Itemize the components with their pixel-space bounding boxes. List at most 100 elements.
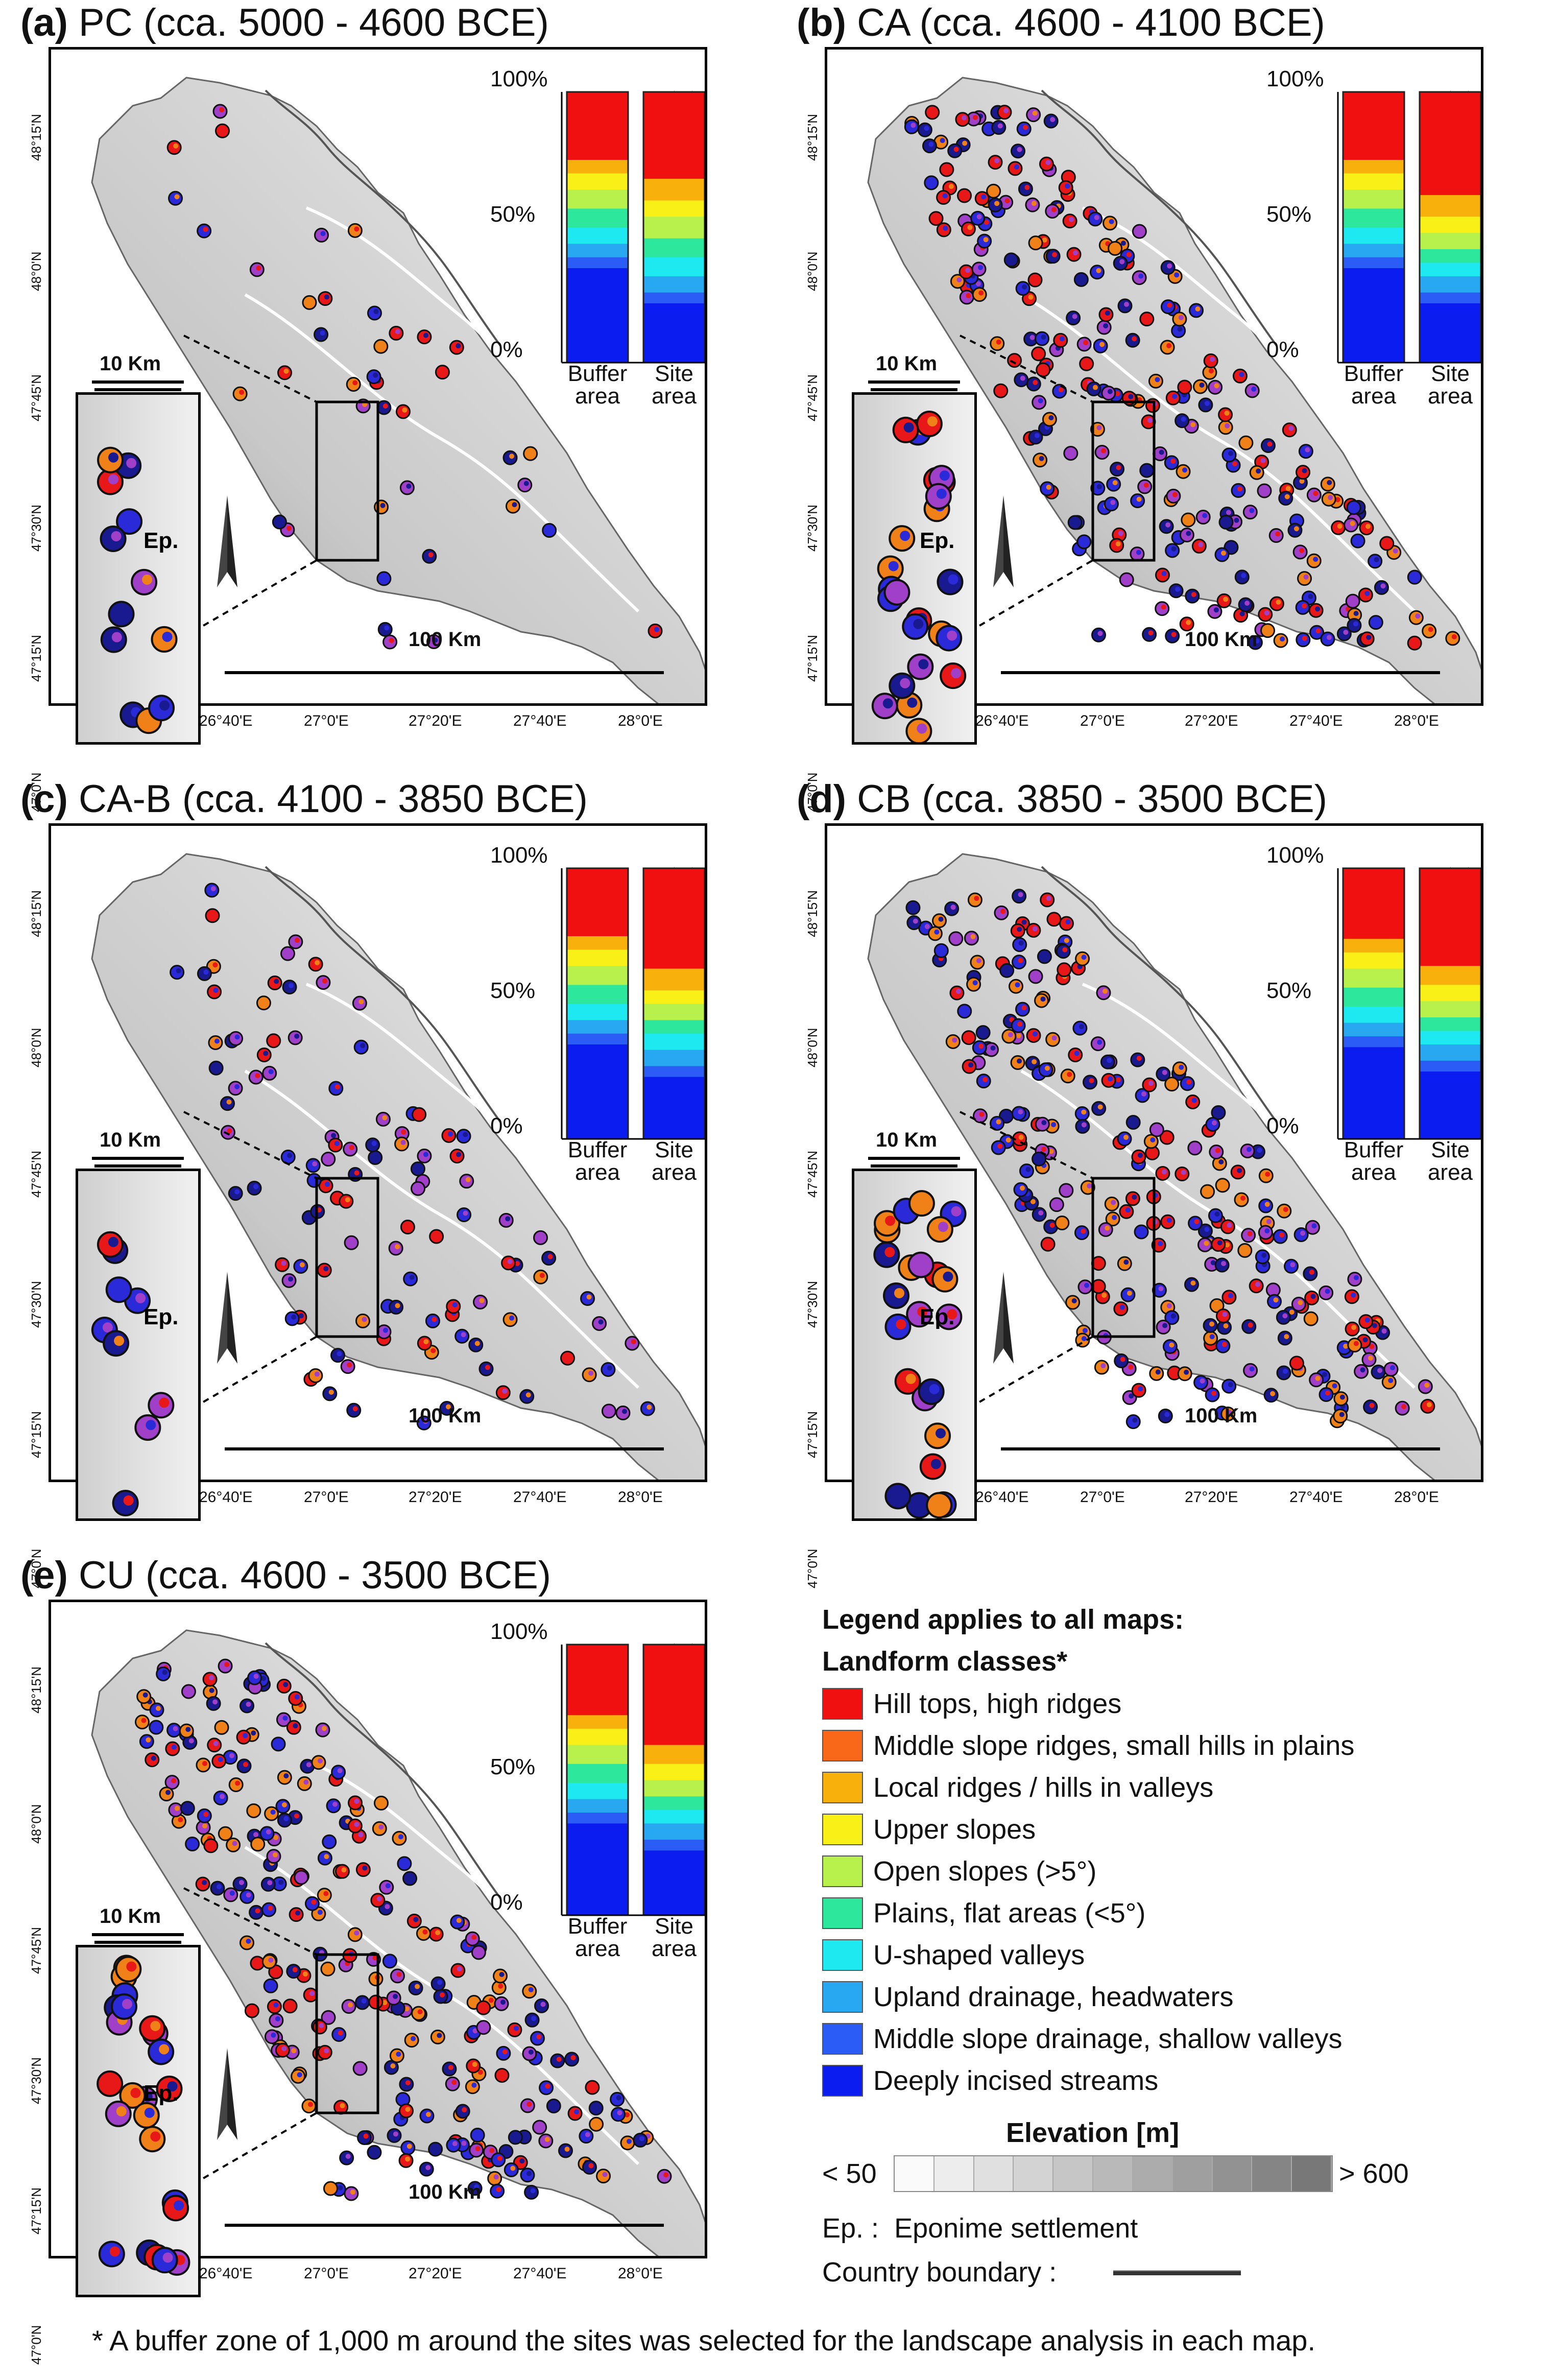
site-bar-segment bbox=[1420, 262, 1481, 276]
site-marker bbox=[1019, 1163, 1034, 1179]
legend-swatch bbox=[822, 1772, 863, 1803]
site-marker bbox=[1155, 601, 1170, 616]
buffer-bar-segment bbox=[1343, 189, 1404, 209]
zoom-extent bbox=[315, 1177, 379, 1338]
site-marker bbox=[312, 2019, 327, 2035]
latitude-text: 47°0'N bbox=[29, 2325, 44, 2365]
panel-culture: PC bbox=[79, 1, 143, 44]
site-marker bbox=[195, 1876, 210, 1892]
site-marker bbox=[316, 975, 331, 990]
site-marker bbox=[1333, 1409, 1348, 1424]
site-marker bbox=[997, 105, 1012, 120]
buffer-bar-segment bbox=[567, 1019, 628, 1034]
site-marker bbox=[353, 1039, 369, 1055]
site-marker bbox=[139, 1734, 154, 1749]
elevation-step bbox=[1212, 2156, 1253, 2191]
site-marker bbox=[1176, 464, 1191, 479]
site-marker bbox=[1091, 627, 1107, 642]
site-marker bbox=[1091, 1256, 1106, 1271]
site-marker bbox=[417, 329, 432, 345]
site-bar-segment bbox=[1420, 1060, 1481, 1072]
site-marker bbox=[496, 2045, 511, 2061]
site-marker bbox=[1098, 307, 1114, 322]
inset-site-marker bbox=[902, 613, 929, 640]
inset-relief: Ep. bbox=[78, 395, 198, 742]
latitude-text: 48°15'N bbox=[805, 114, 820, 161]
site-marker bbox=[1255, 1249, 1270, 1265]
site-marker bbox=[1215, 1338, 1231, 1353]
site-marker bbox=[1156, 1066, 1171, 1082]
elevation-step bbox=[1292, 2156, 1332, 2191]
scale-10km-line bbox=[94, 1941, 181, 1944]
site-marker bbox=[318, 291, 333, 306]
site-marker bbox=[1077, 1279, 1093, 1295]
site-marker bbox=[1040, 481, 1055, 496]
site-marker bbox=[1045, 1032, 1061, 1047]
site-marker bbox=[939, 162, 954, 177]
buffer-bar-segment bbox=[567, 257, 628, 268]
longitude-label: 27°40'E bbox=[513, 712, 567, 729]
longitude-label: 27°40'E bbox=[1289, 712, 1343, 729]
latitude-text: 48°15'N bbox=[805, 890, 820, 937]
y-tick-label: 100% bbox=[1266, 66, 1324, 91]
site-marker bbox=[1192, 379, 1208, 394]
site-marker bbox=[1203, 1330, 1218, 1346]
inset-site-marker bbox=[139, 2015, 166, 2042]
site-marker bbox=[159, 1787, 174, 1802]
site-marker bbox=[1320, 631, 1335, 647]
site-marker bbox=[1195, 509, 1211, 525]
site-marker bbox=[1165, 543, 1180, 558]
site-marker bbox=[346, 1402, 362, 1418]
site-marker bbox=[977, 233, 992, 249]
site-marker bbox=[1167, 269, 1183, 284]
legend-class-label: Upland drainage, headwaters bbox=[873, 1982, 1234, 2012]
buffer-bar-segment bbox=[567, 1745, 628, 1764]
site-marker bbox=[994, 905, 1009, 920]
site-marker bbox=[379, 1879, 394, 1895]
site-marker bbox=[1152, 1282, 1167, 1298]
latitude-text: 47°30'N bbox=[805, 1281, 820, 1328]
site-marker bbox=[1074, 1106, 1090, 1121]
site-marker bbox=[522, 1984, 537, 1999]
site-marker bbox=[1066, 247, 1082, 262]
site-marker bbox=[1292, 544, 1308, 560]
site-marker bbox=[579, 2129, 594, 2144]
site-marker bbox=[1032, 1207, 1047, 1222]
site-marker bbox=[1001, 1029, 1017, 1044]
inset-north-arrow-icon bbox=[217, 2048, 237, 2140]
site-marker bbox=[134, 1715, 150, 1730]
site-marker bbox=[1258, 1225, 1273, 1240]
site-marker bbox=[374, 499, 389, 515]
site-marker bbox=[615, 1406, 631, 1421]
site-marker bbox=[1142, 1077, 1157, 1092]
site-marker bbox=[392, 1830, 407, 1846]
site-marker bbox=[1131, 1383, 1146, 1398]
site-marker bbox=[1331, 520, 1346, 535]
site-marker bbox=[465, 1931, 480, 1946]
site-marker bbox=[471, 1945, 486, 1960]
inset-relief: Ep. bbox=[78, 1947, 198, 2295]
site-marker bbox=[1218, 420, 1233, 435]
site-marker bbox=[1237, 1243, 1253, 1258]
site-marker bbox=[972, 1040, 987, 1055]
inset-map: Ep. bbox=[76, 392, 201, 745]
site-marker bbox=[1189, 303, 1204, 318]
inset-site-marker bbox=[97, 446, 124, 473]
site-marker bbox=[1188, 1216, 1203, 1231]
site-marker bbox=[1273, 633, 1288, 648]
site-marker bbox=[430, 2029, 445, 2044]
site-marker bbox=[1191, 538, 1207, 554]
site-marker bbox=[389, 325, 404, 341]
buffer-bar-segment bbox=[567, 173, 628, 190]
longitude-label: 27°0'E bbox=[1080, 1489, 1125, 1506]
longitude-label: 26°40'E bbox=[199, 2265, 253, 2282]
scale-100km: 100 Km bbox=[1185, 1405, 1258, 1427]
site-marker bbox=[1208, 1208, 1223, 1223]
site-marker bbox=[430, 1976, 446, 1991]
site-marker bbox=[1010, 923, 1025, 939]
site-marker bbox=[416, 1926, 431, 1941]
site-marker bbox=[256, 995, 271, 1011]
site-marker bbox=[1105, 1211, 1120, 1227]
site-marker bbox=[347, 1818, 363, 1834]
site-marker bbox=[368, 1150, 383, 1165]
